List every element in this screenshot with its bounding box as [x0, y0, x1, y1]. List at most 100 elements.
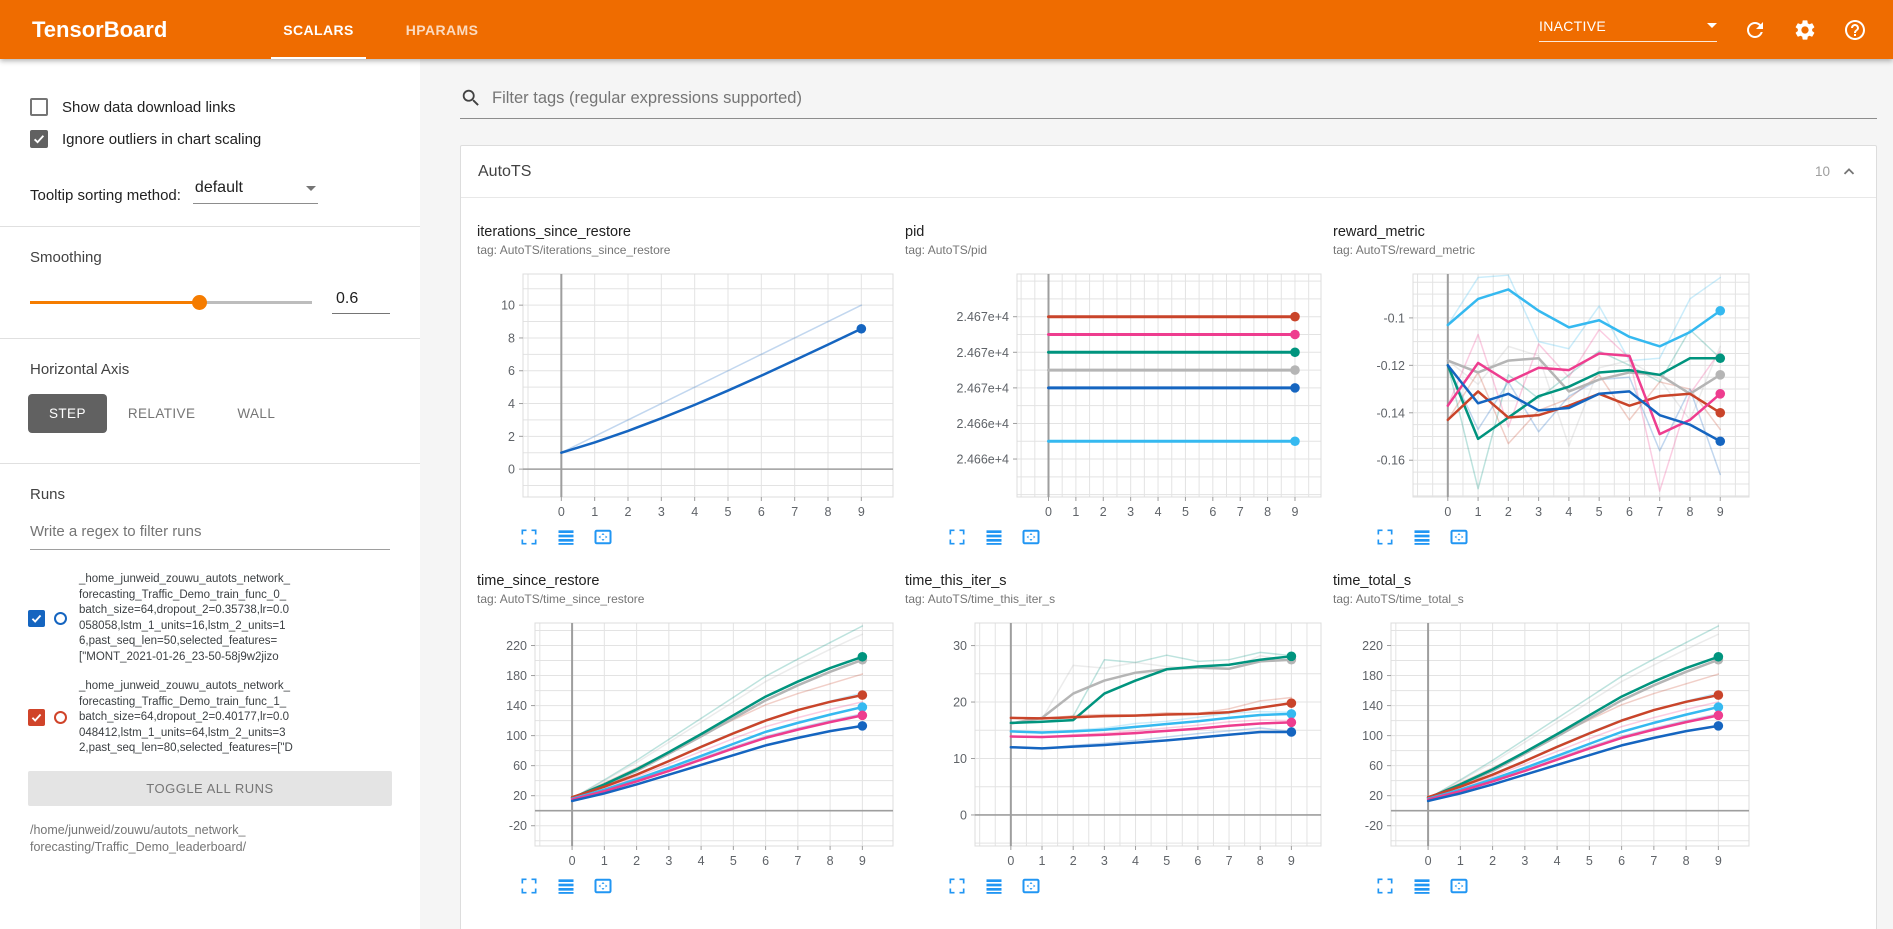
expand-chart-icon[interactable] [519, 876, 539, 896]
chart-tag: tag: AutoTS/time_since_restore [477, 592, 645, 606]
svg-text:0: 0 [1444, 505, 1451, 519]
svg-text:140: 140 [1362, 699, 1383, 713]
divider [0, 338, 420, 339]
flush-y-axis-icon[interactable] [556, 527, 576, 547]
chart-title: time_since_restore [477, 573, 600, 589]
chart-plot[interactable]: 0 1 2 3 4 5 6 7 8 9 2.467e+4 2.467e+4 2.467e+4 2.466e… [905, 269, 1325, 525]
chevron-up-icon[interactable] [1840, 163, 1858, 181]
svg-text:180: 180 [1362, 669, 1383, 683]
smoothing-slider-row: 0.6 [0, 270, 420, 320]
settings-gear-icon[interactable] [1793, 18, 1817, 42]
svg-text:9: 9 [1715, 854, 1722, 868]
svg-text:4: 4 [508, 397, 515, 411]
svg-text:2: 2 [1100, 505, 1107, 519]
slider-thumb[interactable] [192, 294, 208, 310]
svg-text:5: 5 [1596, 505, 1603, 519]
run-checkbox[interactable] [28, 709, 45, 727]
tag-filter-input[interactable] [492, 88, 1877, 108]
chart-actions [1333, 527, 1761, 547]
chart-plot[interactable]: 0 1 2 3 4 5 6 7 8 9 -20 20 60 100 140 180 220 [1333, 618, 1753, 874]
svg-text:2: 2 [1070, 854, 1077, 868]
fit-domain-icon[interactable] [1021, 876, 1041, 896]
chart-plot[interactable]: 0 1 2 3 4 5 6 7 8 9 0 10 20 30 [905, 618, 1325, 874]
app-title: TensorBoard [32, 16, 168, 42]
svg-text:2.467e+4: 2.467e+4 [957, 310, 1010, 324]
run-item[interactable]: _home_junweid_zouwu_autots_network_ forec… [28, 679, 390, 757]
run-list: _home_junweid_zouwu_autots_network_ forec… [0, 550, 420, 757]
flush-y-axis-icon[interactable] [1412, 527, 1432, 547]
scalar-chart-card: time_this_iter_s tag: AutoTS/time_this_it… [905, 573, 1333, 896]
smoothing-value[interactable]: 0.6 [332, 290, 390, 314]
axis-option-relative[interactable]: RELATIVE [127, 406, 196, 421]
toggle-all-runs-button[interactable]: TOGGLE ALL RUNS [28, 770, 392, 806]
svg-text:9: 9 [1717, 505, 1724, 519]
flush-y-axis-icon[interactable] [984, 876, 1004, 896]
refresh-icon[interactable] [1743, 18, 1767, 42]
fit-domain-icon[interactable] [1449, 876, 1469, 896]
svg-text:6: 6 [1618, 854, 1625, 868]
tab-scalars[interactable]: SCALARS [257, 0, 379, 59]
checkbox-icon[interactable] [30, 98, 48, 116]
tag-group-title: AutoTS [478, 162, 532, 180]
svg-text:1: 1 [591, 505, 598, 519]
svg-text:1: 1 [601, 854, 608, 868]
svg-text:8: 8 [508, 331, 515, 345]
chart-title: time_this_iter_s [905, 573, 1007, 589]
svg-text:6: 6 [762, 854, 769, 868]
fit-domain-icon[interactable] [593, 527, 613, 547]
svg-text:2: 2 [508, 430, 515, 444]
svg-text:9: 9 [858, 505, 865, 519]
run-item[interactable]: _home_junweid_zouwu_autots_network_ forec… [28, 572, 390, 665]
chart-tag: tag: AutoTS/pid [905, 243, 988, 257]
fit-domain-icon[interactable] [593, 876, 613, 896]
fit-domain-icon[interactable] [1449, 527, 1469, 547]
run-radio[interactable] [54, 612, 67, 625]
ignore-outliers-checkbox-row[interactable]: Ignore outliers in chart scaling [0, 123, 420, 155]
expand-chart-icon[interactable] [1375, 527, 1395, 547]
expand-chart-icon[interactable] [519, 527, 539, 547]
svg-text:8: 8 [825, 505, 832, 519]
expand-chart-icon[interactable] [947, 527, 967, 547]
checkbox-icon[interactable] [30, 130, 48, 148]
svg-text:2.467e+4: 2.467e+4 [957, 381, 1010, 395]
svg-text:3: 3 [1535, 505, 1542, 519]
chart-actions [905, 876, 1333, 896]
svg-text:4: 4 [1155, 505, 1162, 519]
chart-plot[interactable]: 0 1 2 3 4 5 6 7 8 9 -0.1 -0.12 -0.14 -0.16 [1333, 269, 1753, 525]
smoothing-label: Smoothing [30, 249, 102, 266]
run-checkbox[interactable] [28, 610, 45, 627]
help-icon[interactable] [1843, 18, 1867, 42]
runs-filter-input[interactable] [30, 521, 390, 550]
tag-group-card: AutoTS 10 iterations_since_restore tag: A… [460, 145, 1877, 929]
status-dropdown[interactable]: INACTIVE [1539, 18, 1717, 42]
chart-plot[interactable]: 0 1 2 3 4 5 6 7 8 9 -20 20 60 100 140 180 220 [477, 618, 897, 874]
axis-option-wall[interactable]: WALL [237, 406, 276, 421]
expand-chart-icon[interactable] [1375, 876, 1395, 896]
chart-plot[interactable]: 0 1 2 3 4 5 6 7 8 9 0 2 4 6 8 10 [477, 269, 897, 525]
flush-y-axis-icon[interactable] [1412, 876, 1432, 896]
flush-y-axis-icon[interactable] [556, 876, 576, 896]
smoothing-slider[interactable] [30, 294, 312, 310]
svg-text:20: 20 [513, 789, 527, 803]
svg-text:6: 6 [1209, 505, 1216, 519]
tag-group-header[interactable]: AutoTS 10 [461, 146, 1876, 198]
search-icon [462, 89, 479, 106]
fit-domain-icon[interactable] [1021, 527, 1041, 547]
svg-text:6: 6 [758, 505, 765, 519]
show-download-links-checkbox-row[interactable]: Show data download links [0, 91, 420, 123]
svg-text:0: 0 [569, 854, 576, 868]
run-radio[interactable] [54, 711, 67, 725]
svg-text:3: 3 [1101, 854, 1108, 868]
tab-hparams[interactable]: HPARAMS [405, 21, 479, 38]
chart-title: time_total_s [1333, 573, 1412, 589]
svg-text:1: 1 [1475, 505, 1482, 519]
tooltip-sorting-select[interactable]: default [192, 179, 318, 204]
svg-text:-0.16: -0.16 [1377, 454, 1406, 468]
expand-chart-icon[interactable] [947, 876, 967, 896]
axis-option-step[interactable]: STEP [28, 394, 107, 433]
svg-text:180: 180 [506, 669, 527, 683]
scalar-chart-card: time_since_restore tag: AutoTS/time_since… [477, 573, 905, 896]
svg-text:8: 8 [1686, 505, 1693, 519]
flush-y-axis-icon[interactable] [984, 527, 1004, 547]
chevron-down-icon [305, 185, 316, 191]
